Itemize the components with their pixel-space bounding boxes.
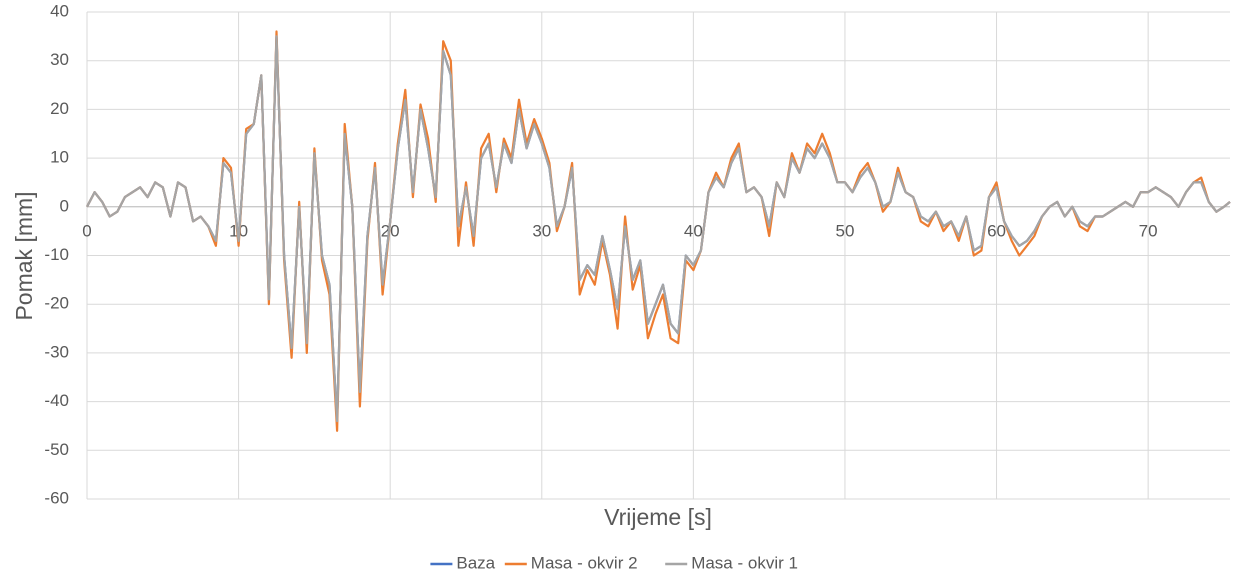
y-tick-label: -10 bbox=[44, 245, 69, 264]
y-tick-label: 40 bbox=[50, 1, 69, 20]
y-tick-label: -20 bbox=[44, 294, 69, 313]
y-tick-label: -50 bbox=[44, 440, 69, 459]
legend-label: Masa - okvir 2 bbox=[531, 553, 638, 572]
y-tick-label: 30 bbox=[50, 50, 69, 69]
y-tick-label: 10 bbox=[50, 148, 69, 167]
x-axis-title: Vrijeme [s] bbox=[604, 504, 712, 530]
y-tick-label: -30 bbox=[44, 342, 69, 361]
y-tick-label: 0 bbox=[60, 196, 69, 215]
x-tick-label: 40 bbox=[684, 221, 703, 240]
legend-label: Baza bbox=[456, 553, 495, 572]
y-tick-label: -60 bbox=[44, 488, 69, 507]
y-axis-title: Pomak [mm] bbox=[11, 191, 37, 320]
legend-label: Masa - okvir 1 bbox=[691, 553, 798, 572]
y-tick-label: -40 bbox=[44, 391, 69, 410]
x-tick-label: 0 bbox=[82, 221, 91, 240]
y-tick-label: 20 bbox=[50, 99, 69, 118]
x-tick-label: 70 bbox=[1139, 221, 1158, 240]
x-tick-label: 50 bbox=[835, 221, 854, 240]
x-tick-label: 30 bbox=[532, 221, 551, 240]
series-line bbox=[86, 35, 1231, 423]
x-tick-label: 60 bbox=[987, 221, 1006, 240]
